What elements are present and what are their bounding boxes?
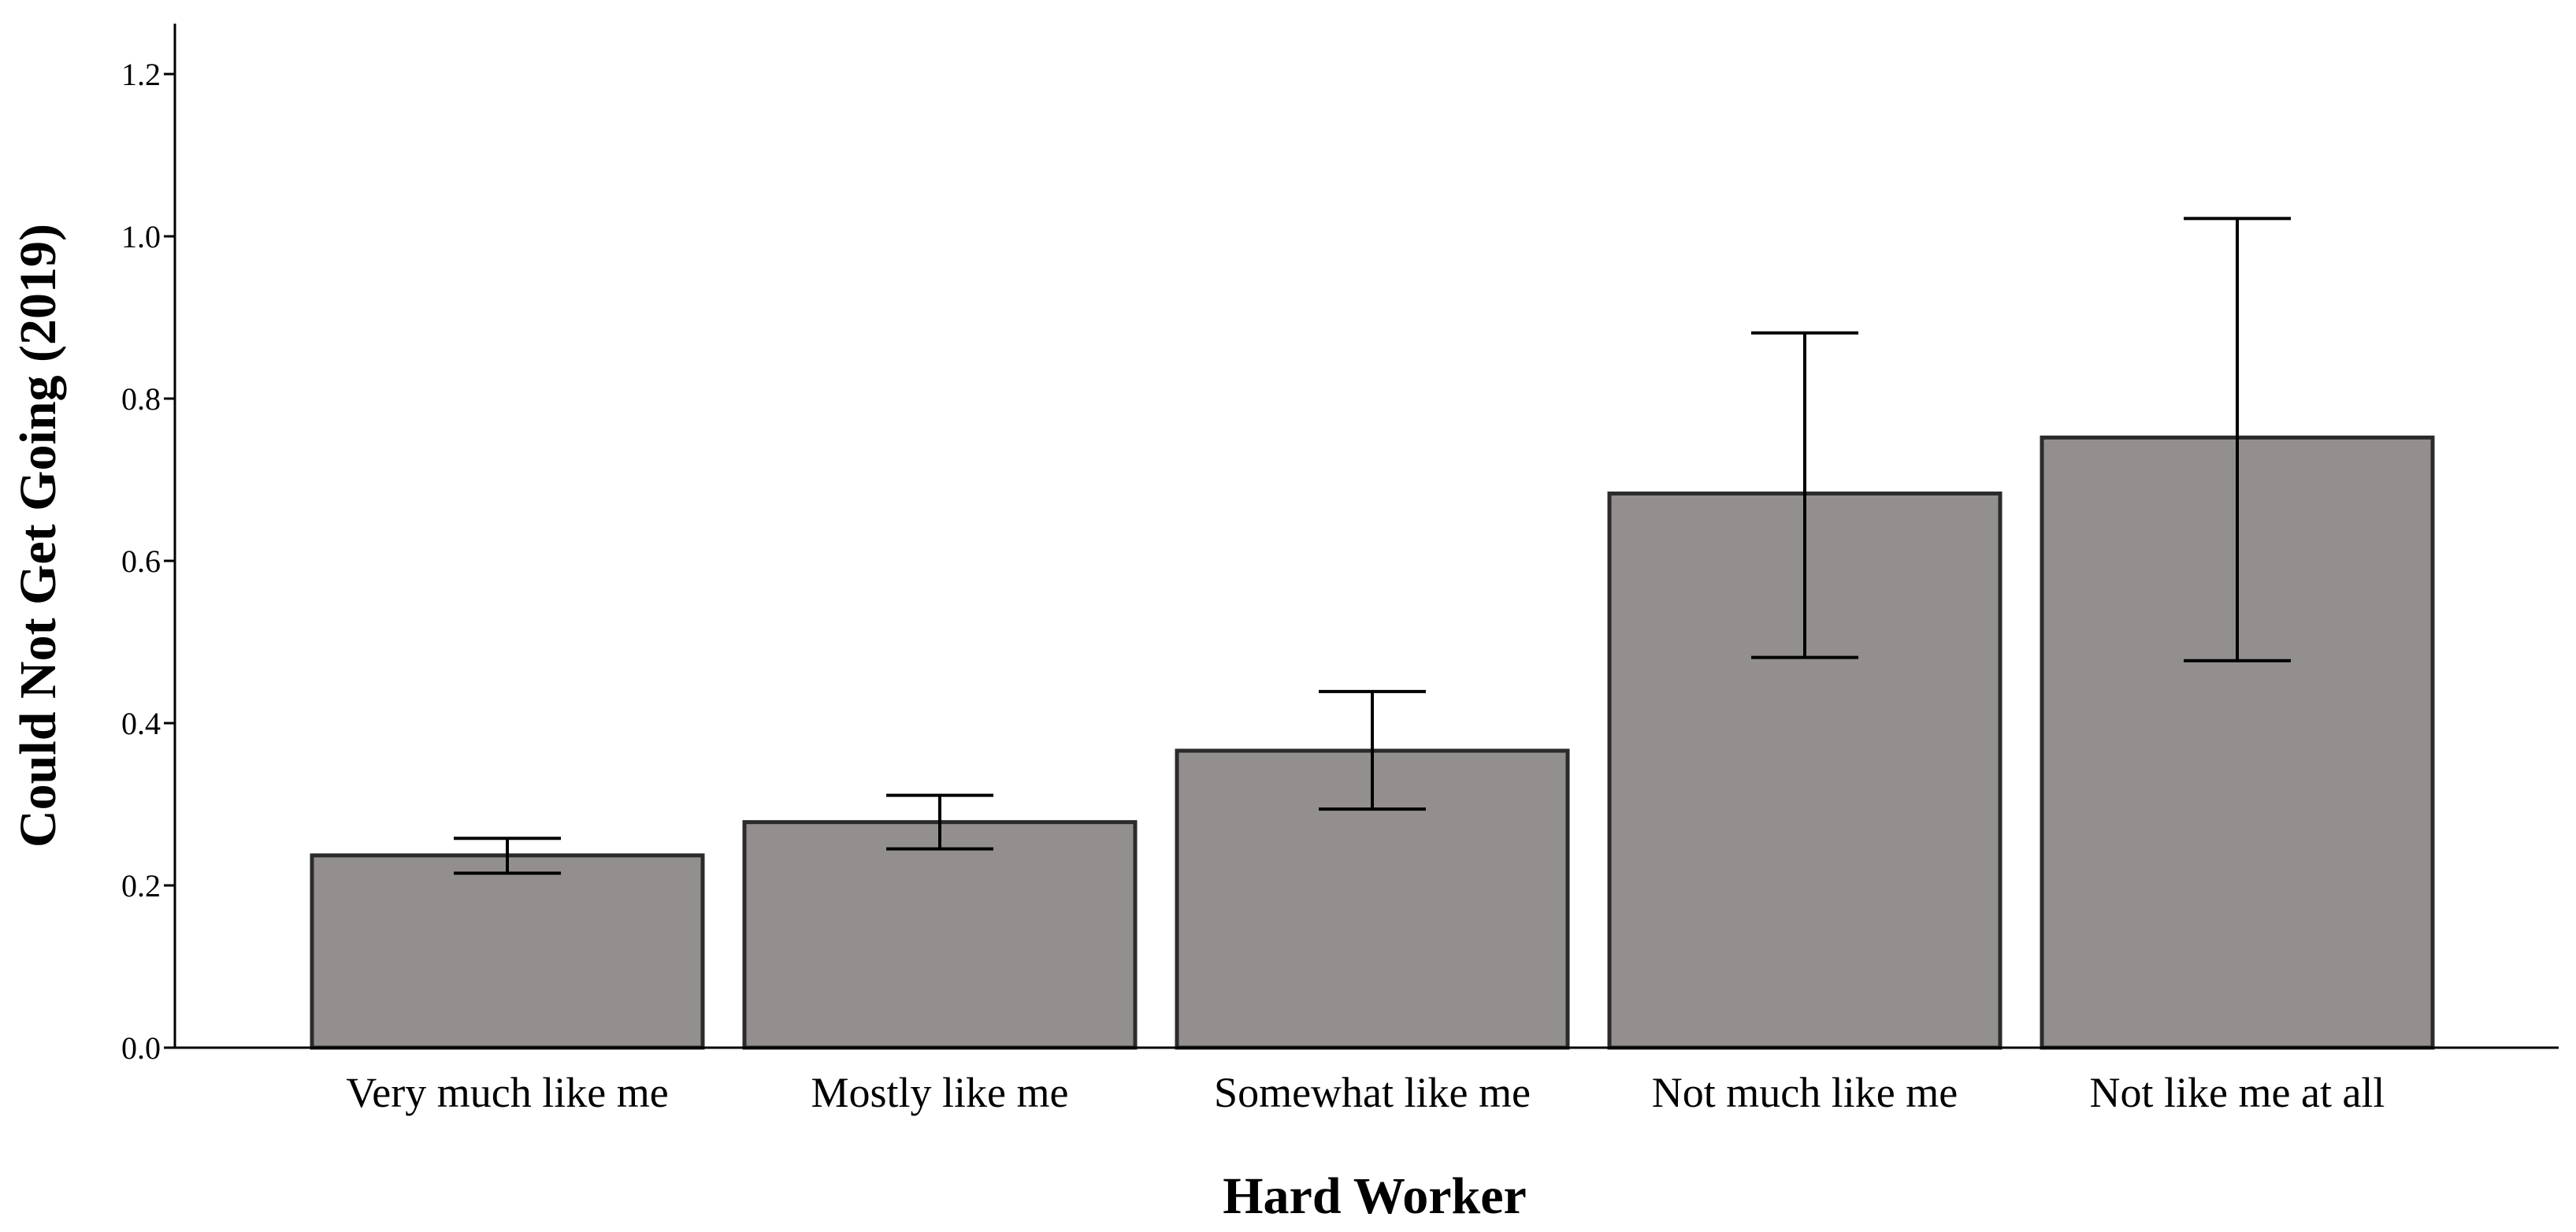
y-tick-label: 0.6 — [121, 544, 161, 579]
x-category-label: Mostly like me — [811, 1069, 1069, 1116]
x-labels-layer: Very much like me Mostly like me Somewhat … — [346, 1069, 2385, 1116]
y-tick-label: 0.4 — [121, 706, 161, 741]
y-tick-label: 0.8 — [121, 381, 161, 417]
x-category-label: Not like me at all — [2090, 1069, 2385, 1116]
y-tick-label: 1.0 — [121, 219, 161, 254]
error-bars-layer — [454, 217, 2291, 875]
bar — [310, 853, 705, 1050]
x-category-label: Somewhat like me — [1214, 1069, 1531, 1116]
x-axis-title: Hard Worker — [1223, 1167, 1527, 1225]
bar — [742, 820, 1138, 1050]
y-tick-label: 0.0 — [121, 1030, 161, 1066]
y-ticks-layer: 0.0 0.2 0.4 0.6 0.8 1.0 1.2 — [121, 57, 175, 1066]
y-axis-title: Could Not Get Going (2019) — [9, 224, 67, 848]
y-tick-label: 0.2 — [121, 868, 161, 904]
y-tick-label: 1.2 — [121, 57, 161, 92]
x-category-label: Very much like me — [346, 1069, 668, 1116]
x-category-label: Not much like me — [1652, 1069, 1958, 1116]
